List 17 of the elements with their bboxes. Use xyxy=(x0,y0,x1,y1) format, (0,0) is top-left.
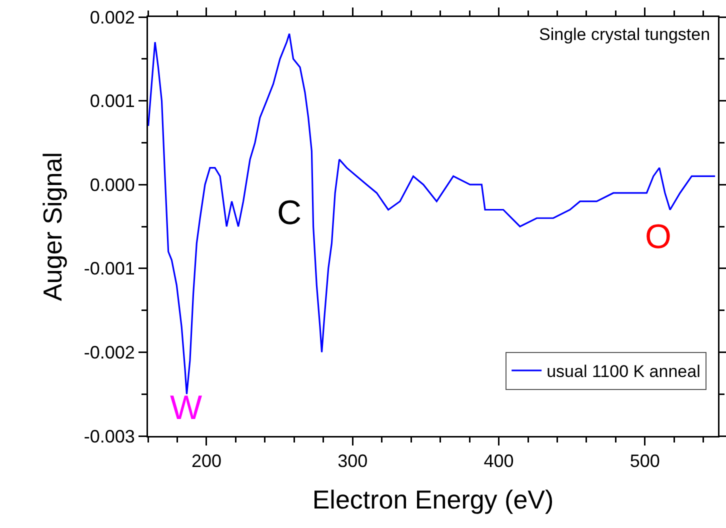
legend-label: usual 1100 K anneal xyxy=(546,362,700,382)
x-axis-title: Electron Energy (eV) xyxy=(312,484,554,515)
annotation: C xyxy=(277,194,302,232)
y-tick-label: -0.003 xyxy=(84,426,135,446)
y-tick-label: -0.002 xyxy=(84,342,135,362)
annotation: Single crystal tungsten xyxy=(539,25,710,44)
x-tick-label: 500 xyxy=(630,451,660,472)
y-tick-label: 0.001 xyxy=(90,91,135,112)
y-tick-label: 0.000 xyxy=(90,174,135,195)
x-tick-label: 200 xyxy=(191,451,222,472)
annotation: W xyxy=(170,389,202,427)
x-tick-label: 300 xyxy=(338,451,368,472)
x-tick-label: 400 xyxy=(484,451,514,472)
y-tick-label: -0.001 xyxy=(84,258,135,279)
annotation: O xyxy=(645,218,672,256)
y-tick-label: 0.002 xyxy=(90,7,135,28)
y-axis-title: Auger Signal xyxy=(38,152,68,301)
